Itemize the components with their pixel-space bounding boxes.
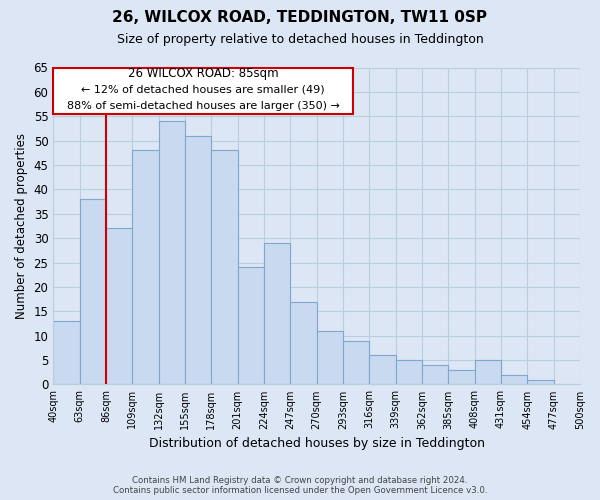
Bar — [53, 321, 80, 384]
Text: Size of property relative to detached houses in Teddington: Size of property relative to detached ho… — [116, 32, 484, 46]
Bar — [80, 199, 106, 384]
Bar — [317, 331, 343, 384]
Bar — [527, 380, 554, 384]
X-axis label: Distribution of detached houses by size in Teddington: Distribution of detached houses by size … — [149, 437, 485, 450]
Bar — [264, 243, 290, 384]
Text: 88% of semi-detached houses are larger (350) →: 88% of semi-detached houses are larger (… — [67, 100, 340, 110]
Bar — [448, 370, 475, 384]
Text: 26, WILCOX ROAD, TEDDINGTON, TW11 0SP: 26, WILCOX ROAD, TEDDINGTON, TW11 0SP — [113, 10, 487, 25]
Bar — [106, 228, 132, 384]
Text: ← 12% of detached houses are smaller (49): ← 12% of detached houses are smaller (49… — [81, 84, 325, 94]
Bar — [501, 374, 527, 384]
Bar — [290, 302, 317, 384]
Bar — [158, 121, 185, 384]
Text: Contains HM Land Registry data © Crown copyright and database right 2024.
Contai: Contains HM Land Registry data © Crown c… — [113, 476, 487, 495]
Bar — [475, 360, 501, 384]
Text: 26 WILCOX ROAD: 85sqm: 26 WILCOX ROAD: 85sqm — [128, 67, 278, 80]
FancyBboxPatch shape — [53, 68, 353, 114]
Bar — [185, 136, 211, 384]
Bar — [132, 150, 158, 384]
Bar — [238, 268, 264, 384]
Bar — [211, 150, 238, 384]
Bar — [422, 365, 448, 384]
Bar — [343, 340, 370, 384]
Y-axis label: Number of detached properties: Number of detached properties — [15, 133, 28, 319]
Bar — [370, 355, 395, 384]
Bar — [395, 360, 422, 384]
